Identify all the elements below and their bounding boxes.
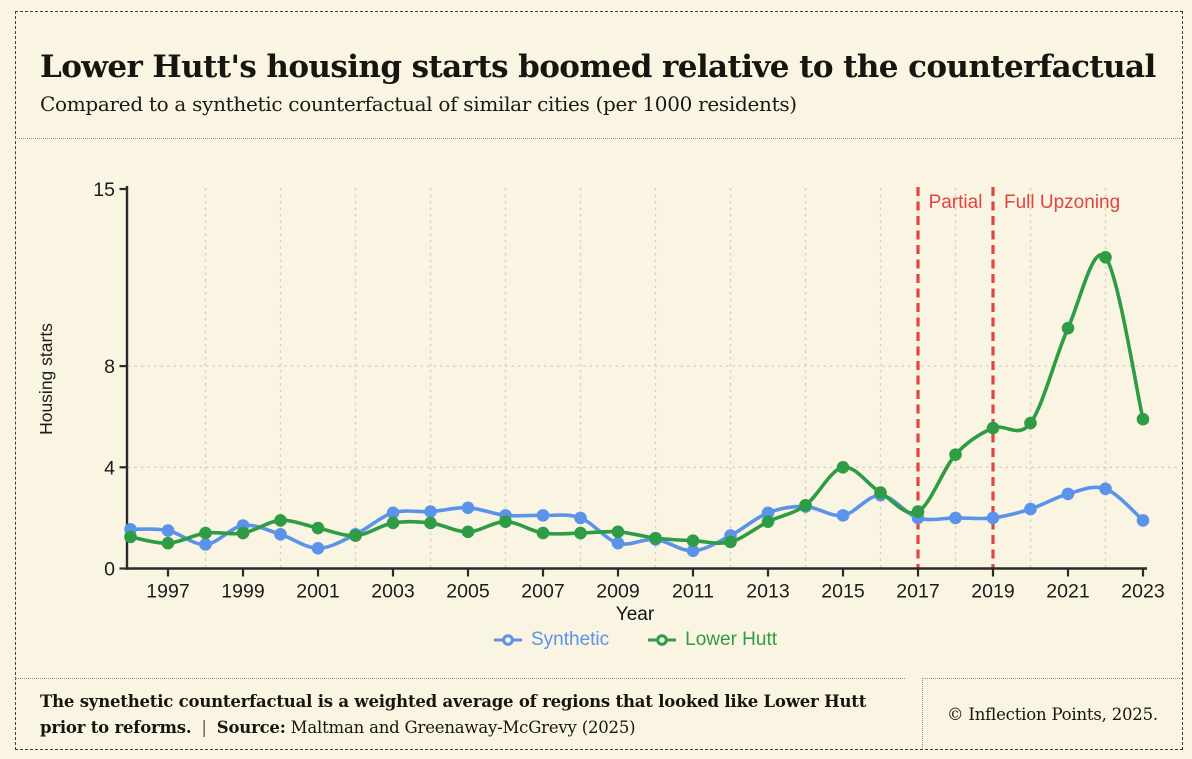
data-point-lower-hutt xyxy=(199,526,212,540)
data-point-lower-hutt xyxy=(1024,416,1037,430)
legend-label: Lower Hutt xyxy=(685,629,778,650)
annotation-label-partial: Partial xyxy=(929,192,983,213)
source-label: Source: xyxy=(216,717,286,737)
data-point-synthetic xyxy=(236,519,250,532)
data-point-synthetic xyxy=(1099,482,1112,496)
data-point-synthetic xyxy=(461,501,475,515)
x-tick-label: 2001 xyxy=(296,581,339,603)
source-text: Maltman and Greenaway-McGrevy (2025) xyxy=(290,717,636,737)
y-tick-label: 15 xyxy=(93,179,115,201)
x-tick-label: 2023 xyxy=(1121,581,1164,603)
data-point-lower-hutt xyxy=(911,505,925,518)
data-point-synthetic xyxy=(1061,487,1075,501)
footnote-separator: | xyxy=(201,717,207,737)
data-point-lower-hutt xyxy=(461,525,475,539)
data-point-synthetic xyxy=(311,541,325,555)
page-subtitle: Compared to a synthetic counterfactual o… xyxy=(40,92,797,116)
y-tick-label: 0 xyxy=(104,559,115,581)
data-point-lower-hutt xyxy=(1061,321,1075,335)
legend-item-lower-hutt: Lower Hutt xyxy=(647,629,777,651)
data-point-lower-hutt xyxy=(611,525,625,539)
data-point-synthetic xyxy=(1136,514,1150,527)
data-point-synthetic xyxy=(349,528,362,541)
credit-text: © Inflection Points, 2025. xyxy=(947,704,1158,724)
data-point-synthetic xyxy=(836,509,850,522)
data-point-synthetic xyxy=(874,488,887,502)
x-axis-title: Year xyxy=(615,604,655,625)
data-point-lower-hutt xyxy=(1099,251,1112,264)
legend-marker-icon xyxy=(648,634,677,646)
x-tick-label: 2011 xyxy=(672,581,714,603)
footer-note: The synethetic counterfactual is a weigh… xyxy=(15,678,905,749)
data-point-lower-hutt xyxy=(686,534,700,547)
data-point-synthetic xyxy=(724,529,737,542)
header-divider xyxy=(15,138,1182,139)
x-tick-label: 2009 xyxy=(596,581,639,603)
data-point-lower-hutt xyxy=(274,514,287,527)
page-title: Lower Hutt's housing starts boomed relat… xyxy=(40,48,1156,85)
data-point-lower-hutt xyxy=(836,461,850,474)
data-point-lower-hutt xyxy=(799,498,812,512)
x-tick-label: 2007 xyxy=(521,581,564,603)
data-point-synthetic xyxy=(611,536,625,550)
y-tick-label: 4 xyxy=(104,457,115,479)
data-point-lower-hutt xyxy=(986,421,1000,435)
data-point-lower-hutt xyxy=(574,526,587,540)
data-point-synthetic xyxy=(274,528,287,541)
data-point-synthetic xyxy=(949,511,962,525)
x-tick-label: 2021 xyxy=(1046,581,1089,603)
x-tick-label: 1999 xyxy=(221,581,264,603)
data-point-lower-hutt xyxy=(424,516,437,530)
data-point-lower-hutt xyxy=(949,448,962,461)
data-point-lower-hutt xyxy=(1136,412,1150,426)
data-point-synthetic xyxy=(761,506,775,520)
x-tick-label: 2019 xyxy=(971,581,1014,603)
legend-marker-icon xyxy=(493,634,522,646)
data-point-synthetic xyxy=(161,524,175,537)
data-point-lower-hutt xyxy=(386,516,400,530)
data-point-synthetic xyxy=(386,506,400,520)
data-point-synthetic xyxy=(799,500,812,513)
data-point-synthetic xyxy=(1024,502,1037,516)
data-point-lower-hutt xyxy=(724,535,737,549)
footer-credit: © Inflection Points, 2025. xyxy=(922,678,1182,749)
data-point-synthetic xyxy=(574,511,587,525)
legend-label: Synthetic xyxy=(530,629,610,650)
data-point-synthetic xyxy=(986,511,1000,525)
data-point-lower-hutt xyxy=(649,531,662,545)
data-point-synthetic xyxy=(499,509,512,522)
series-line-lower-hutt xyxy=(128,253,1145,546)
x-tick-label: 1997 xyxy=(146,581,189,603)
x-tick-label: 2015 xyxy=(821,581,865,603)
data-point-lower-hutt xyxy=(761,515,775,528)
series-line-synthetic xyxy=(128,485,1145,553)
data-point-lower-hutt xyxy=(124,530,137,544)
data-point-lower-hutt xyxy=(536,526,550,540)
data-point-synthetic xyxy=(199,538,212,551)
y-tick-label: 8 xyxy=(104,356,115,378)
data-point-synthetic xyxy=(911,511,925,525)
data-point-lower-hutt xyxy=(874,486,887,499)
data-point-synthetic xyxy=(424,505,437,518)
footnote-text: The synethetic counterfactual is a weigh… xyxy=(40,692,867,737)
x-tick-label: 2017 xyxy=(896,581,939,603)
data-point-synthetic xyxy=(649,533,662,546)
data-point-lower-hutt xyxy=(161,536,175,550)
x-tick-label: 2003 xyxy=(371,581,414,603)
x-tick-label: 2005 xyxy=(446,581,490,603)
data-point-lower-hutt xyxy=(236,526,250,540)
x-tick-label: 2013 xyxy=(746,581,789,603)
annotation-label-full-upzoning: Full Upzoning xyxy=(1004,192,1120,213)
data-point-lower-hutt xyxy=(349,529,362,542)
data-point-synthetic xyxy=(686,544,700,558)
data-point-lower-hutt xyxy=(311,521,325,535)
chart-legend: Synthetic Lower Hutt xyxy=(127,629,1143,651)
data-point-synthetic xyxy=(124,522,137,536)
data-point-synthetic xyxy=(536,509,550,522)
legend-item-synthetic: Synthetic xyxy=(493,629,609,651)
y-axis-title: Housing starts xyxy=(36,323,56,435)
data-point-lower-hutt xyxy=(499,515,512,528)
